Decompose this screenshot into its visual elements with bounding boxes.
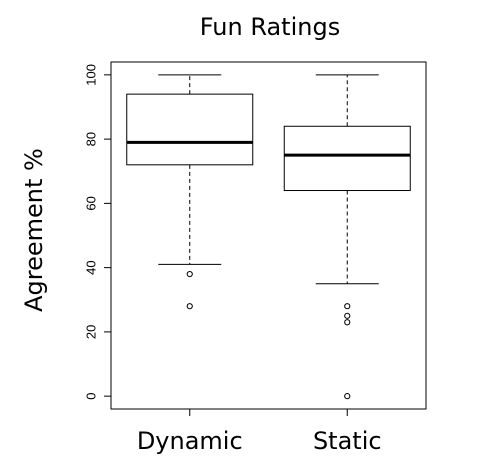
- boxes: [126, 74, 411, 400]
- x-category-label: Dynamic: [137, 427, 243, 455]
- x-category-label: Static: [313, 427, 382, 455]
- outlier-point: [186, 303, 193, 310]
- y-axis-label: Agreement %: [20, 148, 48, 312]
- y-tick-label: 60: [84, 196, 99, 210]
- outlier-point: [344, 312, 351, 319]
- outlier-point: [344, 319, 351, 326]
- chart-title: Fun Ratings: [200, 13, 340, 41]
- iqr-box: [283, 125, 411, 192]
- x-axis: Dynamic Static: [137, 409, 382, 455]
- box-dynamic: [126, 74, 254, 310]
- outlier-point: [186, 270, 193, 278]
- y-tick-label: 20: [84, 325, 99, 339]
- y-axis: 0 20 40 60 80 100: [84, 64, 111, 400]
- outlier-point: [344, 303, 351, 310]
- plot-frame: [110, 61, 427, 410]
- iqr-box: [126, 93, 254, 166]
- y-tick-label: 40: [84, 260, 99, 274]
- outlier-point: [344, 393, 351, 400]
- box-static: [283, 74, 411, 400]
- y-tick-label: 100: [84, 64, 99, 86]
- y-tick-label: 0: [84, 393, 99, 400]
- y-tick-label: 80: [84, 132, 99, 146]
